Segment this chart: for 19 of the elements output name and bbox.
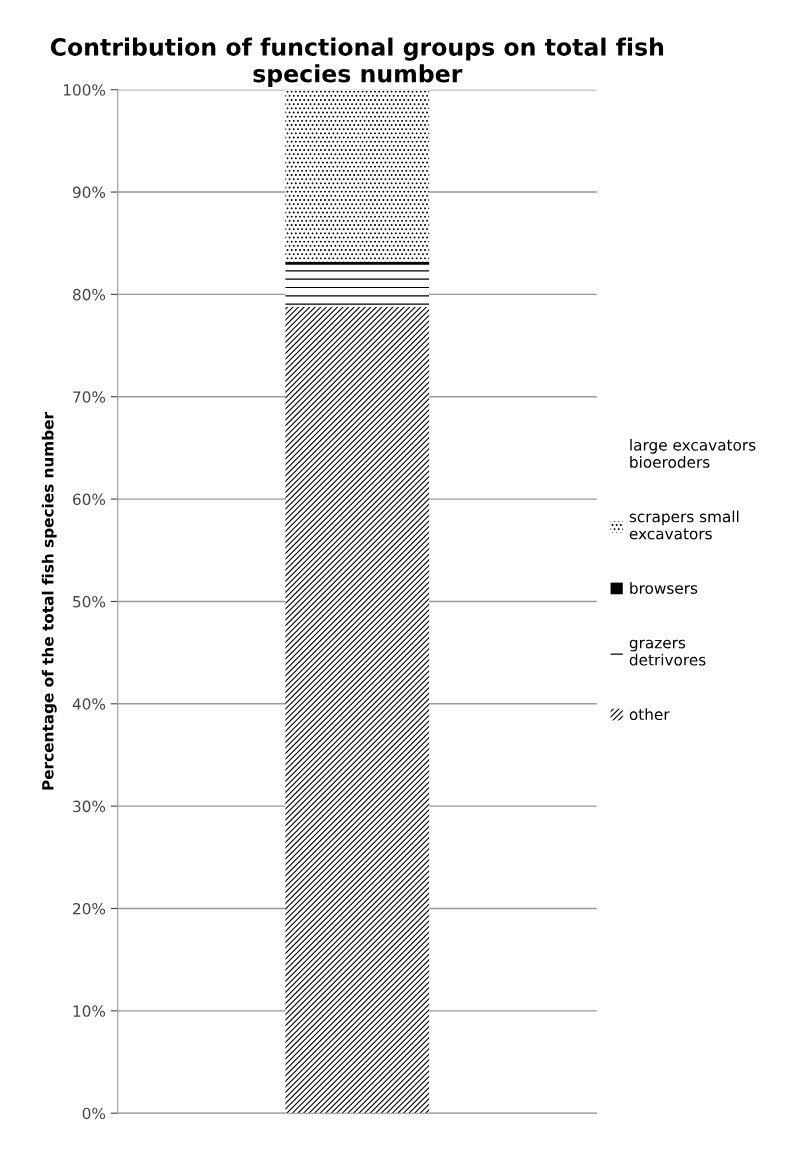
bar — [285, 89, 430, 262]
legend-label: large excavators bioeroders — [630, 438, 756, 468]
y-tick-label: 10% — [73, 1005, 106, 1017]
y-tick-label: 50% — [73, 595, 106, 608]
y-tick-label: 30% — [73, 800, 106, 813]
legend-label: scrapers small excavators — [629, 510, 739, 540]
legend-label: grazers detrivores — [629, 639, 706, 666]
y-tick-label: 80% — [73, 288, 106, 301]
y-tick-label: 90% — [72, 186, 106, 199]
y-tick-label: 40% — [72, 698, 106, 710]
legend-label: browsers — [630, 582, 698, 594]
y-tick-label: 0% — [82, 1107, 106, 1120]
y-axis-title: Percentage of the total fish species number — [41, 411, 57, 790]
bar — [285, 261, 430, 265]
legend-label: other — [629, 708, 670, 721]
y-tick-label: 20% — [73, 902, 106, 915]
y-tick-label: 70% — [73, 391, 106, 403]
y-tick-label: 60% — [73, 493, 106, 506]
bar — [285, 306, 430, 1114]
